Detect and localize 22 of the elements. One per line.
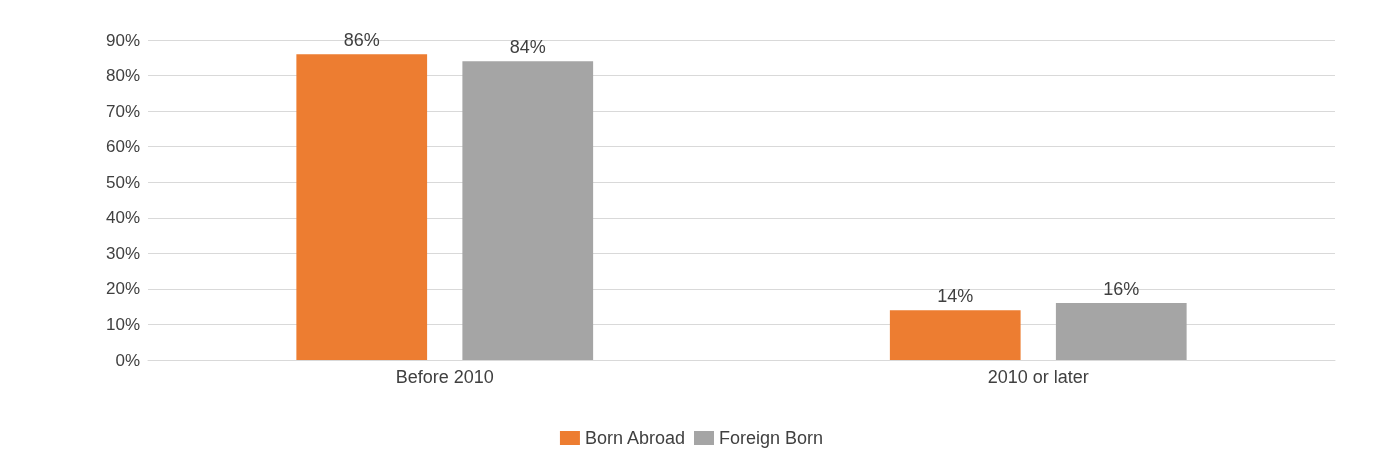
data-label: 14% (937, 286, 974, 307)
y-tick-label: 80% (105, 66, 140, 86)
y-tick-label: 60% (105, 137, 140, 157)
x-tick-label: 2010 or later (987, 367, 1089, 387)
y-tick-label: 50% (105, 172, 140, 192)
bar (462, 61, 594, 360)
bar (889, 310, 1021, 360)
bar (1055, 303, 1187, 360)
y-tick-label: 0% (115, 350, 140, 370)
data-label: 16% (1103, 279, 1140, 300)
x-tick-label: Before 2010 (395, 367, 494, 387)
y-tick-label: 20% (105, 279, 140, 299)
y-tick-label: 30% (105, 243, 140, 263)
y-tick-label: 40% (105, 208, 140, 228)
data-label: 86% (343, 30, 380, 51)
y-tick-label: 10% (105, 314, 140, 334)
bar (296, 54, 428, 360)
y-tick-label: 70% (105, 101, 140, 121)
data-label: 84% (509, 37, 546, 58)
legend-label: Foreign Born (719, 428, 824, 448)
legend-label: Born Abroad (584, 428, 686, 448)
y-tick-label: 90% (105, 30, 140, 50)
